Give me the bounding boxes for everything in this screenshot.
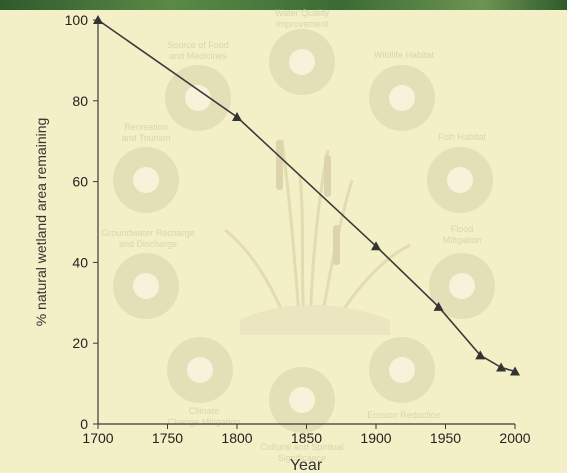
groundwater-icon-glyph	[133, 273, 159, 299]
fish-icon-glyph	[447, 167, 473, 193]
service-label: Water Quality	[275, 8, 330, 18]
data-point	[496, 362, 507, 372]
service-label: Erosion Reduction	[367, 410, 441, 420]
service-label: and Tourism	[122, 133, 171, 143]
x-tick-label: 2000	[499, 430, 530, 446]
service-label: Significance	[278, 453, 327, 463]
service-label: Climate	[189, 406, 220, 416]
canoe-icon-glyph	[133, 167, 159, 193]
service-label: Recreation	[124, 122, 168, 132]
y-tick-label: 100	[65, 12, 89, 28]
service-label: Wildlife Habitat	[374, 50, 435, 60]
service-label: Groundwater Recharge	[101, 228, 195, 238]
x-tick-label: 1900	[360, 430, 391, 446]
y-tick-label: 40	[72, 254, 88, 270]
y-axis-title: % natural wetland area remaining	[33, 118, 49, 327]
x-tick-label: 1750	[152, 430, 183, 446]
food-hand-icon-glyph	[185, 85, 211, 111]
cattail-head	[333, 225, 340, 265]
data-point	[433, 301, 444, 311]
data-point	[232, 111, 242, 121]
service-label: Source of Food	[167, 40, 229, 50]
service-label: and Medicines	[169, 51, 228, 61]
house-icon-glyph	[449, 273, 475, 299]
y-ticks: 0 20 40 60 80 100	[65, 12, 98, 432]
x-tick-label: 1700	[82, 430, 113, 446]
cattail-head	[276, 140, 283, 190]
service-label: Flood	[451, 224, 474, 234]
x-tick-label: 1850	[291, 430, 322, 446]
erosion-icon-glyph	[389, 357, 415, 383]
data-point	[510, 366, 520, 376]
y-tick-label: 60	[72, 174, 88, 190]
y-tick-label: 0	[80, 416, 88, 432]
bird-icon-glyph	[389, 85, 415, 111]
x-tick-label: 1800	[221, 430, 252, 446]
x-axis-title: Year	[290, 457, 323, 473]
cultural-icon-glyph	[289, 387, 315, 413]
series-markers	[93, 15, 520, 376]
data-point	[371, 241, 381, 251]
data-point	[475, 350, 486, 360]
service-label: Cultural and Spiritual	[260, 442, 344, 452]
service-label: Fish Habitat	[438, 132, 487, 142]
x-ticks: 1700 1750 1800 1850 1900 1950 2000	[82, 424, 531, 446]
data-point	[93, 15, 103, 24]
thermometer-icon-glyph	[187, 357, 213, 383]
cattail-head	[324, 155, 331, 197]
marsh-ground	[240, 305, 390, 335]
y-tick-label: 80	[72, 93, 88, 109]
top-photo-strip	[0, 0, 567, 10]
water-drop-icon-glyph	[289, 49, 315, 75]
y-tick-label: 20	[72, 335, 88, 351]
service-label: Change Mitigation	[168, 417, 241, 427]
service-label: Mitigation	[443, 235, 482, 245]
x-tick-label: 1950	[430, 430, 461, 446]
reeds-illustration	[224, 139, 411, 331]
service-label: Improvement	[276, 19, 329, 29]
service-label: and Discharge	[119, 239, 177, 249]
